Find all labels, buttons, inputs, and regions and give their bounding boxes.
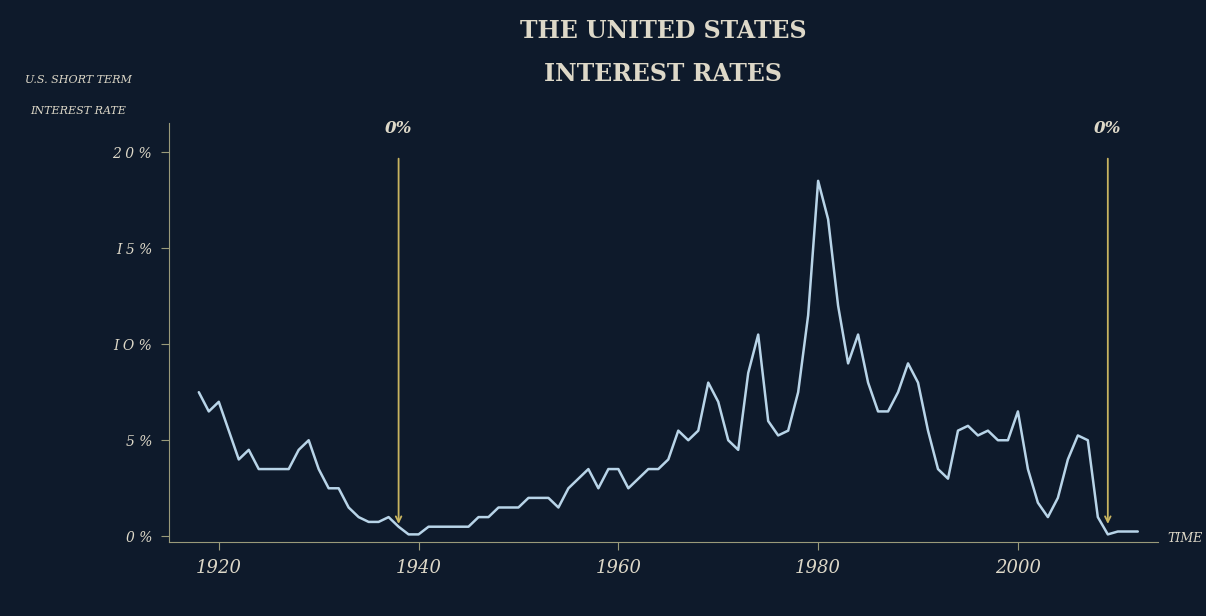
Text: U.S. SHORT TERM: U.S. SHORT TERM: [25, 75, 131, 85]
Text: INTEREST RATE: INTEREST RATE: [30, 106, 127, 116]
Text: 0%: 0%: [385, 120, 412, 137]
Text: 0%: 0%: [1094, 120, 1122, 137]
Text: TIME: TIME: [1167, 532, 1202, 546]
Text: INTEREST RATES: INTEREST RATES: [544, 62, 783, 86]
Text: THE UNITED STATES: THE UNITED STATES: [520, 19, 807, 43]
